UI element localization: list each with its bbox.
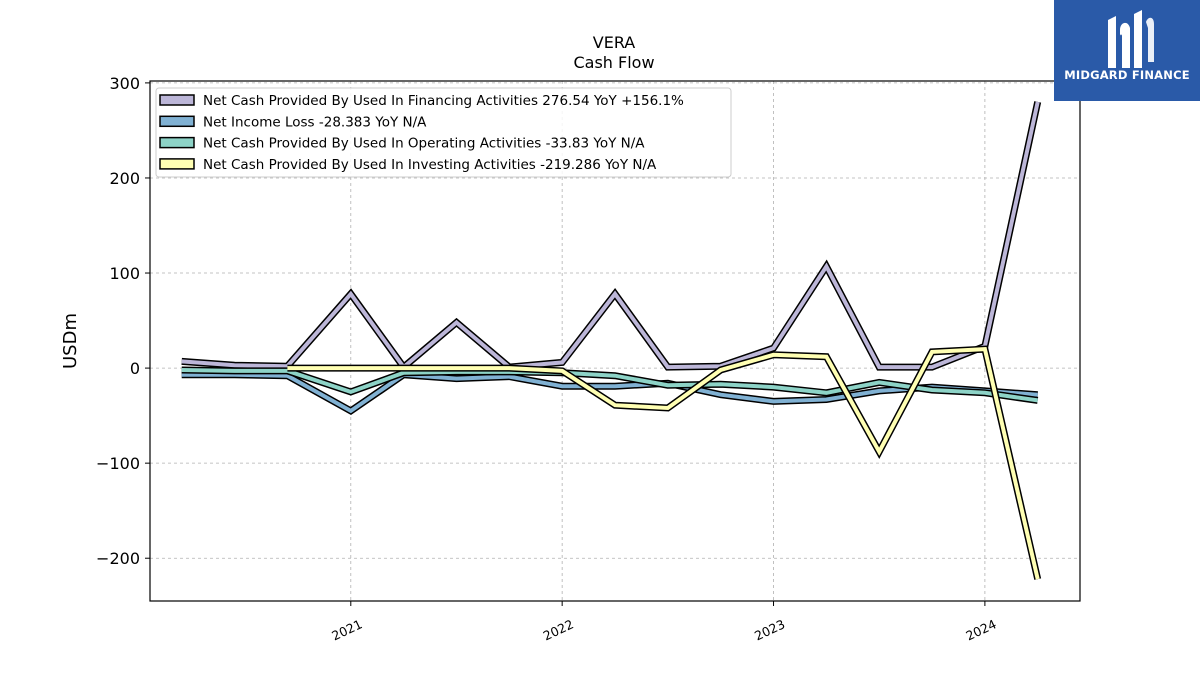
legend-entry: Net Cash Provided By Used In Operating A… [203, 136, 645, 152]
chart-subtitle: Cash Flow [573, 53, 654, 72]
x-tick-label: 2024 [963, 616, 998, 643]
midgard-logo-icon [1108, 10, 1154, 68]
legend-box [155, 87, 732, 178]
y-axis-label: USDm [60, 313, 81, 369]
legend-swatch [159, 136, 195, 149]
legend-swatch [159, 115, 195, 128]
legend: Net Cash Provided By Used In Financing A… [155, 87, 732, 178]
y-tick-label: −100 [96, 454, 140, 473]
x-tick-label: 2023 [752, 616, 787, 643]
series-line [287, 347, 1040, 580]
series-lines [181, 101, 1042, 580]
legend-entry: Net Income Loss -28.383 YoY N/A [203, 114, 427, 130]
legend-swatch [159, 94, 195, 106]
plot-frame [149, 80, 1081, 602]
y-tick-label: −200 [96, 549, 140, 568]
y-tick-label: 0 [130, 359, 140, 378]
series-line [181, 372, 1038, 414]
midgard-finance-logo: MIDGARD FINANCE [1054, 0, 1200, 101]
series-line [181, 368, 1038, 403]
logo-text: MIDGARD FINANCE [1064, 68, 1190, 82]
chart-title: VERA [593, 33, 636, 52]
y-tick-label: 100 [109, 264, 140, 283]
legend-entry: Net Cash Provided By Used In Financing A… [203, 93, 684, 109]
x-tick-label: 2022 [541, 616, 576, 643]
x-tick-label: 2021 [329, 616, 364, 643]
y-tick-label: 300 [109, 74, 140, 93]
legend-entry: Net Cash Provided By Used In Investing A… [203, 157, 657, 173]
legend-swatch [159, 158, 195, 170]
series-line [181, 101, 1040, 371]
y-tick-label: 200 [109, 169, 140, 188]
